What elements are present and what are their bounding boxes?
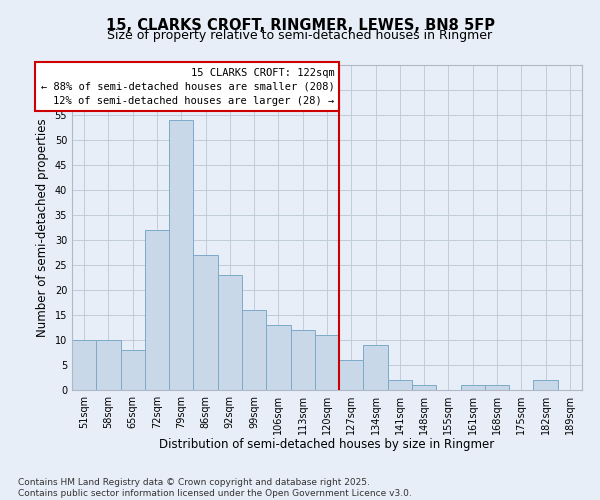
Bar bbox=[169, 120, 193, 390]
Y-axis label: Number of semi-detached properties: Number of semi-detached properties bbox=[36, 118, 49, 337]
Bar bbox=[266, 325, 290, 390]
Bar bbox=[242, 310, 266, 390]
Bar bbox=[218, 275, 242, 390]
Bar bbox=[96, 340, 121, 390]
X-axis label: Distribution of semi-detached houses by size in Ringmer: Distribution of semi-detached houses by … bbox=[160, 438, 494, 452]
Text: Size of property relative to semi-detached houses in Ringmer: Size of property relative to semi-detach… bbox=[107, 29, 493, 42]
Bar bbox=[485, 385, 509, 390]
Text: Contains HM Land Registry data © Crown copyright and database right 2025.
Contai: Contains HM Land Registry data © Crown c… bbox=[18, 478, 412, 498]
Bar bbox=[339, 360, 364, 390]
Bar bbox=[193, 255, 218, 390]
Bar bbox=[388, 380, 412, 390]
Text: 15, CLARKS CROFT, RINGMER, LEWES, BN8 5FP: 15, CLARKS CROFT, RINGMER, LEWES, BN8 5F… bbox=[106, 18, 494, 32]
Bar bbox=[461, 385, 485, 390]
Text: 15 CLARKS CROFT: 122sqm
← 88% of semi-detached houses are smaller (208)
12% of s: 15 CLARKS CROFT: 122sqm ← 88% of semi-de… bbox=[41, 68, 334, 106]
Bar bbox=[315, 335, 339, 390]
Bar bbox=[533, 380, 558, 390]
Bar bbox=[145, 230, 169, 390]
Bar bbox=[412, 385, 436, 390]
Bar bbox=[290, 330, 315, 390]
Bar bbox=[364, 345, 388, 390]
Bar bbox=[72, 340, 96, 390]
Bar bbox=[121, 350, 145, 390]
